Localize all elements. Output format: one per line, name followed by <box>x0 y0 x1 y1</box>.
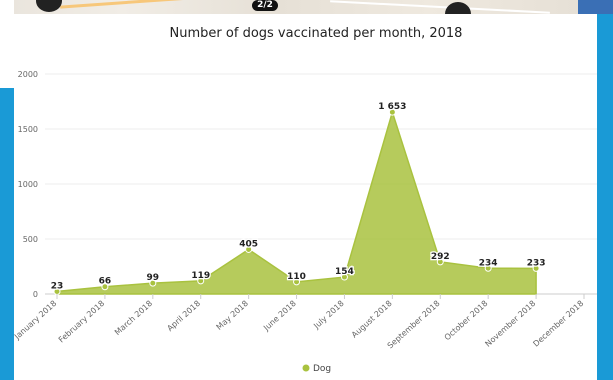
y-tick-label: 1000 <box>18 180 38 189</box>
data-label: 110 <box>287 272 306 282</box>
data-label: 99 <box>147 273 160 283</box>
map-edge <box>0 0 14 88</box>
data-label: 234 <box>479 258 498 268</box>
x-tick-label: January 2018 <box>14 299 58 342</box>
x-tick-label: June 2018 <box>261 299 298 333</box>
data-point[interactable] <box>101 283 109 291</box>
data-point[interactable] <box>149 279 157 287</box>
data-point[interactable] <box>340 273 348 281</box>
x-tick-label: October 2018 <box>443 299 490 342</box>
map-cluster-badge[interactable]: 2/2 <box>252 0 278 11</box>
map-control <box>578 0 613 14</box>
right-panel-edge <box>597 14 613 380</box>
chart-title: Number of dogs vaccinated per month, 201… <box>170 26 463 41</box>
x-tick-label: March 2018 <box>113 299 154 337</box>
y-tick-label: 0 <box>33 290 38 299</box>
area-dog <box>56 109 537 295</box>
x-tick-label: July 2018 <box>311 299 345 331</box>
data-point[interactable] <box>293 278 301 286</box>
map-marker[interactable] <box>36 0 62 12</box>
data-label: 1 653 <box>378 102 406 112</box>
x-tick-label: November 2018 <box>483 299 537 349</box>
x-tick-label: April 2018 <box>165 299 202 333</box>
x-tick-label: September 2018 <box>386 299 442 351</box>
area-layer <box>56 109 537 295</box>
data-point[interactable] <box>197 277 205 285</box>
data-labels: 23 66 99 119 405 110 154 1 653 292 234 233 <box>49 101 546 293</box>
data-label: 292 <box>431 252 450 262</box>
x-tick-label: May 2018 <box>215 299 250 332</box>
data-points <box>53 108 540 295</box>
data-label: 233 <box>527 258 546 268</box>
x-tick-label: December 2018 <box>531 299 585 349</box>
y-tick-label: 1500 <box>18 125 38 134</box>
data-label: 119 <box>191 271 210 281</box>
data-label: 154 <box>335 267 354 277</box>
data-label: 66 <box>99 277 112 287</box>
x-tick-label: August 2018 <box>350 299 394 340</box>
data-point[interactable] <box>388 108 396 116</box>
legend-label-dog[interactable]: Dog <box>313 364 331 374</box>
chart: Number of dogs vaccinated per month, 201… <box>14 26 597 374</box>
data-point[interactable] <box>436 258 444 266</box>
data-point[interactable] <box>245 245 253 253</box>
legend[interactable]: Dog <box>302 364 332 374</box>
chart-grid <box>45 73 597 295</box>
data-label: 405 <box>239 239 258 249</box>
y-tick-label: 500 <box>23 235 38 244</box>
legend-marker-dog[interactable] <box>302 364 310 372</box>
x-tick-label: February 2018 <box>57 299 106 345</box>
chart-card: Number of dogs vaccinated per month, 201… <box>14 14 597 380</box>
data-label: 23 <box>51 281 64 291</box>
data-point[interactable] <box>532 264 540 272</box>
y-axis: 0 500 1000 1500 2000 <box>18 70 38 299</box>
data-point[interactable] <box>484 264 492 272</box>
y-tick-label: 2000 <box>18 70 38 79</box>
left-panel-edge <box>0 0 14 380</box>
